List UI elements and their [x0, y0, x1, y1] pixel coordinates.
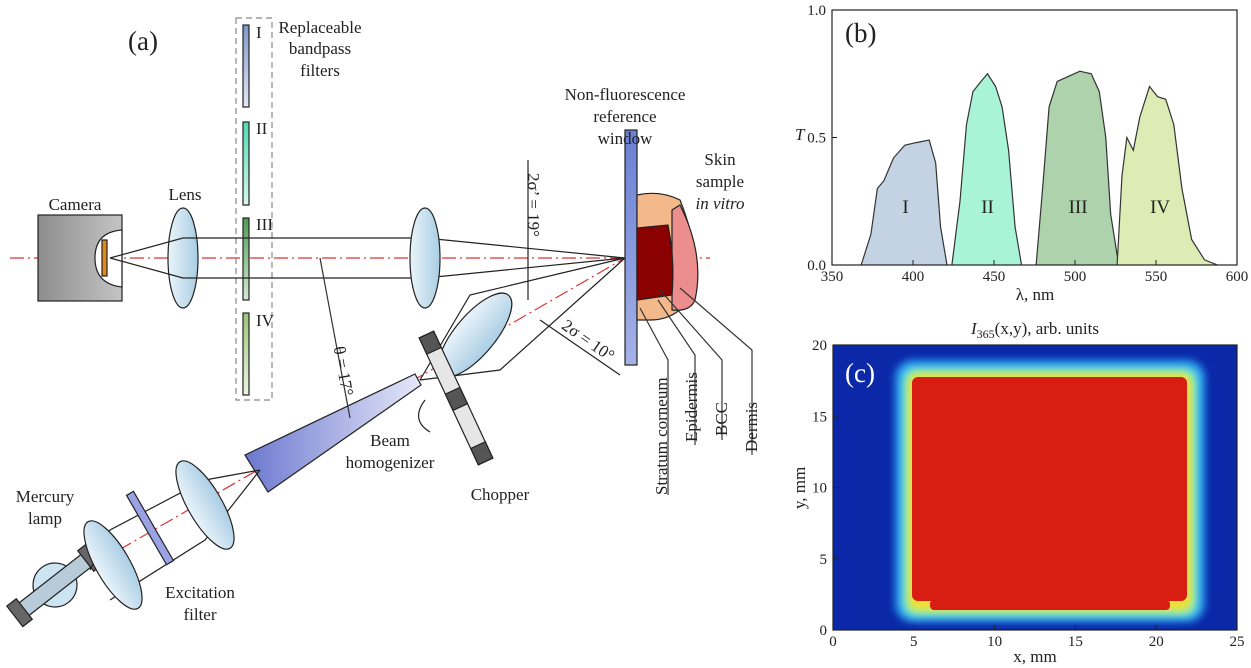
excitation-label: filter [183, 605, 216, 624]
filter-curve [1117, 87, 1217, 266]
filter-box [236, 18, 272, 400]
lens [410, 208, 440, 308]
heatmap-image [833, 345, 1237, 630]
title-text: (x,y), arb. units [995, 319, 1099, 338]
filter [243, 313, 249, 395]
rotation-arrow [419, 400, 430, 432]
layer-label: Dermis [742, 402, 761, 452]
x-tick-label: 25 [1230, 634, 1245, 650]
y-axis-label: T [795, 125, 806, 144]
lamp-label: Mercury [16, 487, 75, 506]
x-tick-label: 500 [1064, 269, 1087, 285]
filters-title: filters [300, 61, 340, 80]
x-tick-label: 0 [829, 634, 837, 650]
panel-label: (b) [845, 18, 876, 48]
reference-window [625, 130, 637, 365]
angle-out-label: 2σ’ = 19° [524, 173, 543, 237]
x-tick-label: 550 [1145, 269, 1168, 285]
series-label: III [1069, 197, 1088, 218]
title-subscript: 365 [977, 327, 995, 341]
chart-title: I365(x,y), arb. units [970, 319, 1099, 341]
x-axis-label: x, mm [1013, 647, 1056, 666]
dermis [672, 205, 698, 310]
skin-label: sample [696, 172, 744, 191]
series-label: I [902, 197, 908, 218]
y-tick-label: 0 [820, 623, 828, 639]
filter-label: IV [256, 311, 275, 330]
y-tick-label: 15 [812, 409, 827, 425]
filters-title: Replaceable [278, 18, 361, 37]
x-tick-label: 5 [910, 634, 918, 650]
x-tick-label: 450 [983, 269, 1006, 285]
window-label: Non-fluorescence [565, 85, 686, 104]
excitation-filter [127, 491, 174, 564]
x-tick-label: 10 [987, 634, 1002, 650]
filter [243, 122, 249, 205]
bcc [637, 225, 673, 300]
window-label: window [598, 129, 654, 148]
chopper-label: Chopper [471, 485, 530, 504]
figure: (a) I II III IV Replaceable bandpass fil… [0, 0, 1251, 668]
x-tick-label: 600 [1226, 269, 1249, 285]
y-tick-label: 10 [812, 481, 827, 497]
lens [168, 208, 198, 308]
filter-label: III [256, 215, 273, 234]
angle-in-label: 2σ = 10° [558, 316, 618, 366]
sensor [102, 240, 107, 276]
camera-label: Camera [49, 195, 102, 214]
x-axis-label: λ, nm [1016, 285, 1054, 304]
filters-title: bandpass [289, 39, 351, 58]
y-axis-label: y, mm [790, 467, 809, 509]
filter-curve [1036, 71, 1119, 265]
window-label: reference [593, 107, 656, 126]
x-tick-label: 15 [1068, 634, 1083, 650]
panel-label: (c) [845, 358, 875, 388]
panel-a: (a) I II III IV Replaceable bandpass fil… [1, 18, 761, 634]
homogenizer-label: Beam [370, 431, 410, 450]
lamp-label: lamp [28, 509, 62, 528]
x-tick-label: 400 [902, 269, 925, 285]
y-tick-label: 1.0 [807, 3, 826, 19]
filter-curve [952, 74, 1022, 265]
homogenizer-label: homogenizer [346, 453, 435, 472]
panel-label: (a) [128, 26, 158, 56]
filter-label: II [256, 119, 268, 138]
y-tick-label: 0.5 [807, 131, 826, 147]
lens-label: Lens [168, 185, 201, 204]
layer-label: BCC [712, 402, 731, 436]
x-tick-label: 20 [1149, 634, 1164, 650]
series-label: II [981, 197, 994, 218]
filter [243, 25, 249, 107]
theta-label: θ = 17° [330, 345, 357, 398]
layer-label: Stratum corneum [652, 377, 671, 495]
y-tick-label: 20 [812, 338, 827, 354]
skin-note: in vitro [696, 194, 745, 213]
panel-c: (c) I365(x,y), arb. units x, mm y, mm [790, 319, 1237, 666]
layer-label: Epidermis [682, 372, 701, 442]
y-tick-label: 5 [820, 552, 828, 568]
y-tick-label: 0.0 [807, 258, 826, 274]
excitation-label: Excitation [165, 583, 235, 602]
filter-label: I [256, 23, 262, 42]
series-label: IV [1150, 197, 1170, 218]
skin-label: Skin [704, 150, 736, 169]
filter [243, 218, 249, 300]
